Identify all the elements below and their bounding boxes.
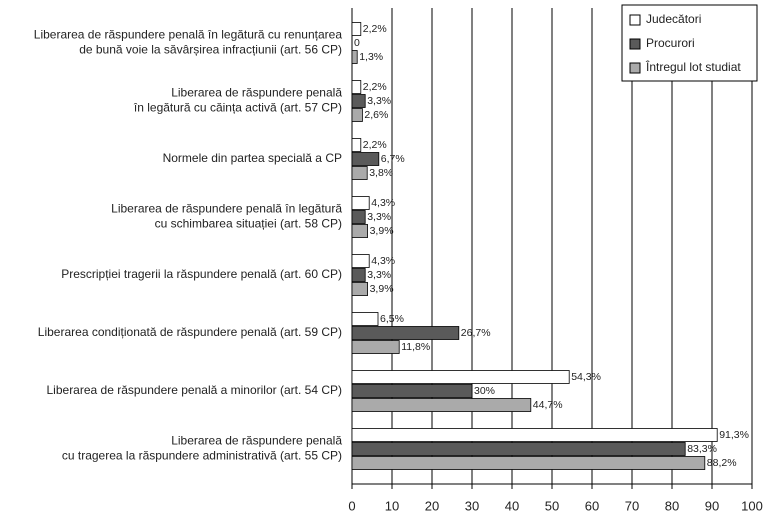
value-label: 6,7%	[381, 153, 405, 165]
bar	[351, 80, 362, 94]
value-label: 0	[354, 37, 360, 49]
category-label: Prescripției tragerii la răspundere pena…	[61, 267, 342, 281]
bar	[351, 224, 369, 238]
bar	[351, 398, 532, 412]
value-label: 2,6%	[364, 109, 388, 121]
bar	[351, 22, 362, 36]
value-label: 1,3%	[359, 51, 383, 63]
bar	[351, 268, 366, 282]
bar	[351, 326, 460, 340]
bar	[351, 384, 473, 398]
value-label: 91,3%	[719, 429, 749, 441]
value-label: 4,3%	[371, 255, 395, 267]
x-tick-label: 40	[505, 498, 519, 513]
bar	[351, 456, 706, 470]
value-label: 3,3%	[367, 211, 391, 223]
value-label: 3,9%	[370, 225, 394, 237]
x-tick-label: 30	[465, 498, 479, 513]
category-label: Liberarea de răspundere penală cu tragere…	[62, 434, 342, 463]
legend-swatch	[629, 62, 641, 74]
x-tick-label: 80	[665, 498, 679, 513]
bar	[351, 196, 370, 210]
bar	[351, 108, 363, 122]
value-label: 44,7%	[533, 399, 563, 411]
value-label: 88,2%	[707, 457, 737, 469]
category-label: Liberarea condiționată de răspundere pen…	[38, 325, 342, 339]
bar	[351, 254, 370, 268]
bar	[351, 442, 686, 456]
bar	[351, 138, 362, 152]
value-label: 11,8%	[401, 341, 430, 353]
x-tick-label: 60	[585, 498, 599, 513]
legend-swatch	[629, 38, 641, 50]
value-label: 3,8%	[369, 167, 393, 179]
value-label: 2,2%	[363, 139, 387, 151]
value-label: 2,2%	[363, 81, 387, 93]
bar	[351, 370, 570, 384]
x-tick-label: 100	[741, 498, 763, 513]
value-label: 3,3%	[367, 269, 391, 281]
x-tick-label: 10	[385, 498, 399, 513]
value-label: 30%	[474, 385, 495, 397]
value-label: 83,3%	[687, 443, 717, 455]
category-label: Liberarea de răspundere penală în legătu…	[34, 28, 343, 57]
bar	[351, 166, 368, 180]
legend-label: Întregul lot studiat	[645, 59, 741, 74]
x-tick-label: 90	[705, 498, 719, 513]
value-label: 26,7%	[461, 327, 491, 339]
category-label: Normele din partea specială a CP	[163, 151, 342, 165]
x-tick-label: 70	[625, 498, 639, 513]
x-tick-label: 0	[348, 498, 355, 513]
category-label: Liberarea de răspundere penală a minoril…	[47, 383, 343, 397]
bar	[351, 94, 366, 108]
value-label: 2,2%	[363, 23, 387, 35]
value-label: 6,5%	[380, 313, 404, 325]
bar	[351, 282, 369, 296]
category-label: Liberarea de răspundere penală în legătu…	[111, 202, 342, 231]
legend-label: Procurori	[646, 36, 695, 50]
legend-box	[621, 4, 758, 82]
x-tick-label: 20	[425, 498, 439, 513]
bar	[351, 428, 718, 442]
category-label: Liberarea de răspundere penală în legătur…	[133, 86, 342, 115]
bar	[351, 312, 379, 326]
value-label: 3,3%	[367, 95, 391, 107]
value-label: 54,3%	[571, 371, 601, 383]
bar	[351, 340, 400, 354]
legend-label: Judecători	[646, 12, 701, 26]
bar	[351, 152, 380, 166]
bar	[351, 50, 358, 64]
x-tick-label: 50	[545, 498, 559, 513]
value-label: 3,9%	[370, 283, 394, 295]
value-label: 4,3%	[371, 197, 395, 209]
bar	[351, 210, 366, 224]
legend-swatch	[629, 14, 641, 26]
